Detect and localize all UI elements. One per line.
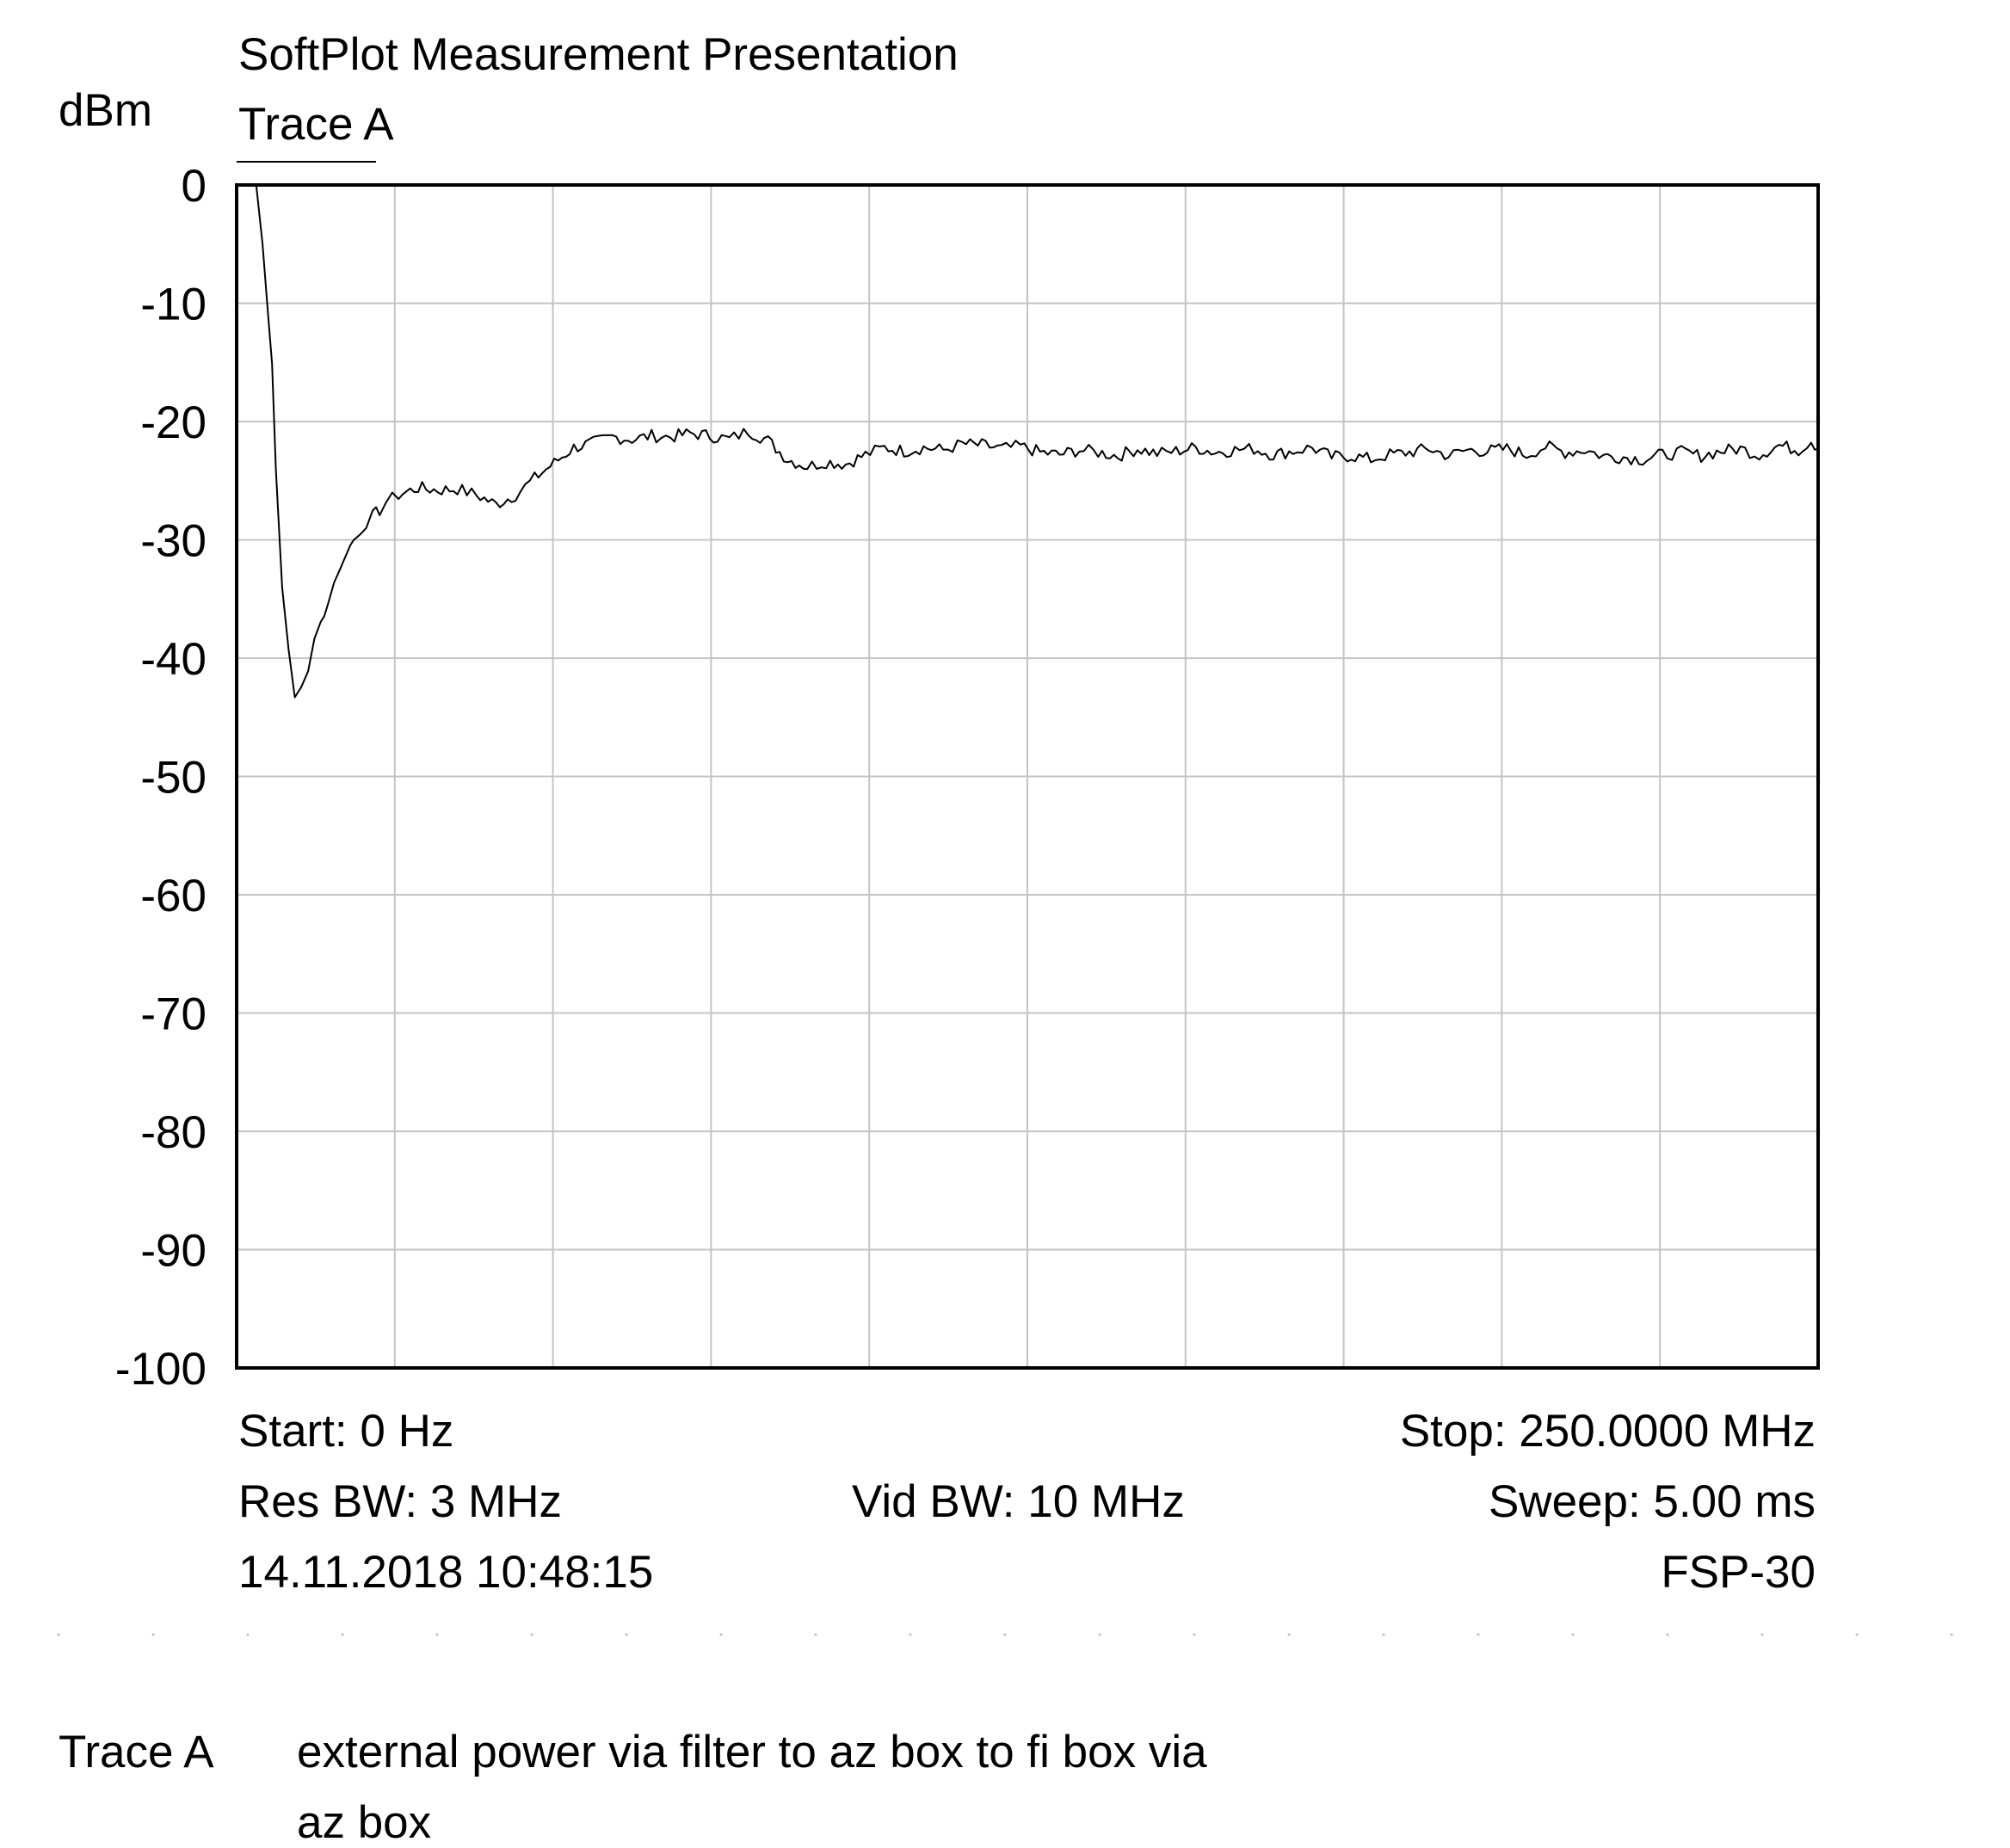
- y-tick-label: -10: [140, 280, 207, 330]
- y-tick-label: -20: [140, 397, 207, 448]
- separator-dot: [530, 1633, 533, 1636]
- separator-dot: [246, 1633, 250, 1636]
- separator-dots: [57, 1633, 1953, 1636]
- y-tick-label: -50: [140, 753, 207, 804]
- separator-dot: [57, 1633, 60, 1636]
- app-title: SoftPlot Measurement Presentation: [238, 29, 959, 80]
- separator-dot: [909, 1633, 912, 1636]
- separator-dot: [814, 1633, 817, 1636]
- y-tick-label: -70: [140, 989, 207, 1040]
- video-bandwidth: Vid BW: 10 MHz: [852, 1476, 1185, 1527]
- separator-dot: [435, 1633, 439, 1636]
- note-trace-label: Trace A: [59, 1727, 214, 1777]
- y-tick-label: -40: [140, 634, 207, 685]
- y-tick-label: 0: [182, 161, 207, 212]
- separator-dot: [1855, 1633, 1859, 1636]
- resolution-bandwidth: Res BW: 3 MHz: [238, 1476, 562, 1527]
- separator-dot: [1571, 1633, 1575, 1636]
- y-tick-label: -100: [115, 1344, 207, 1395]
- separator-dot: [1950, 1633, 1953, 1636]
- separator-dot: [1193, 1633, 1196, 1636]
- legend-trace-label: Trace A: [238, 99, 394, 150]
- separator-dot: [1477, 1633, 1480, 1636]
- grid: [237, 185, 1818, 1368]
- separator-dot: [1760, 1633, 1764, 1636]
- start-frequency: Start: 0 Hz: [238, 1406, 454, 1457]
- separator-dot: [625, 1633, 628, 1636]
- y-tick-label: -90: [140, 1226, 207, 1277]
- ylabel: dBm: [59, 85, 152, 136]
- plot-frame: [235, 183, 1820, 1370]
- separator-dot: [1098, 1633, 1101, 1636]
- separator-dot: [1287, 1633, 1291, 1636]
- separator-dot: [719, 1633, 723, 1636]
- sweep-time: Sweep: 5.00 ms: [1488, 1476, 1816, 1527]
- separator-dot: [1003, 1633, 1007, 1636]
- separator-dot: [341, 1633, 344, 1636]
- instrument-name: FSP-30: [1661, 1547, 1816, 1598]
- y-tick-label: -60: [140, 871, 207, 921]
- note-line-1: external power via filter to az box to f…: [297, 1727, 1207, 1777]
- y-tick-label: -80: [140, 1107, 207, 1158]
- separator-dot: [1666, 1633, 1669, 1636]
- timestamp: 14.11.2018 10:48:15: [238, 1547, 654, 1598]
- note-line-2: az box: [297, 1797, 432, 1848]
- y-tick-label: -30: [140, 516, 207, 567]
- separator-dot: [1382, 1633, 1385, 1636]
- series-line-trace-a: [237, 184, 1819, 699]
- stop-frequency: Stop: 250.0000 MHz: [1399, 1406, 1816, 1457]
- separator-dot: [151, 1633, 155, 1636]
- y-axis: 0 -10 -20 -30 -40 -50 -60 -70 -80 -90 -100: [115, 161, 207, 1395]
